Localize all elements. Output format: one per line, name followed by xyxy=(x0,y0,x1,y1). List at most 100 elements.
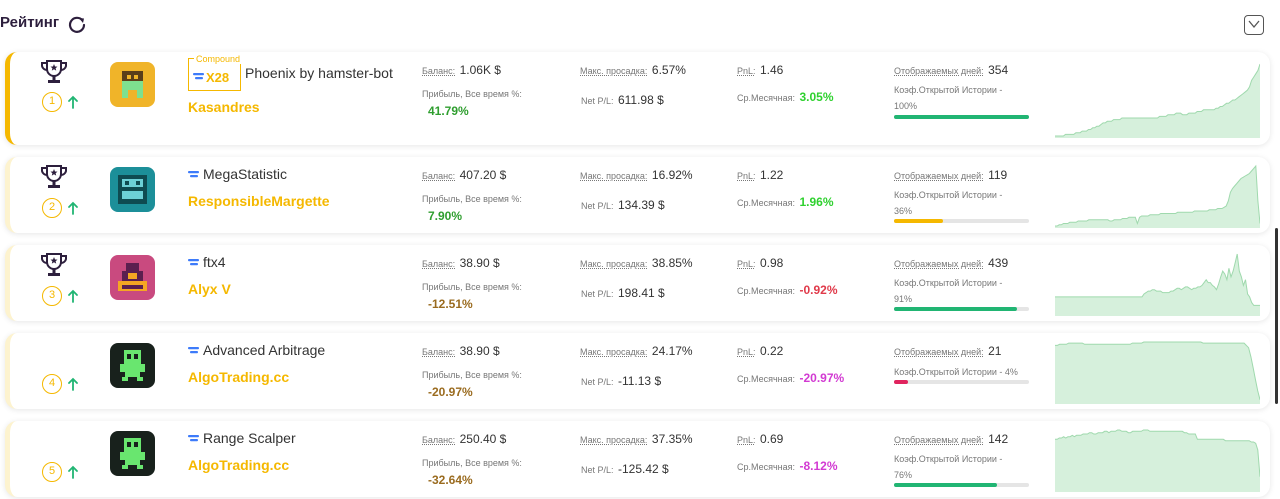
pnl-label: PnL: xyxy=(737,66,756,76)
max-drawdown-label: Макс. просадка: xyxy=(580,259,648,269)
history-progress-fill xyxy=(894,483,997,487)
rating-card[interactable]: 3 ftx4 Alyx V Баланс: 38.90 $ Прибыль, Все в… xyxy=(5,245,1270,321)
avatar[interactable] xyxy=(110,343,155,388)
history-coef-label: Коэф.Открытой Истории - xyxy=(894,454,1003,464)
net-pl-value: -11.13 $ xyxy=(617,374,662,388)
rating-card[interactable]: 5 Range Scalper AlgoTrading.cc Баланс: 250.… xyxy=(5,421,1270,497)
days-label: Отображаемых дней: xyxy=(894,435,984,445)
rating-card[interactable]: 1 Compound X28 Phoenix by hamster-bot Kas… xyxy=(5,52,1270,145)
profit-value: -20.97% xyxy=(428,385,473,399)
max-drawdown-label: Макс. просадка: xyxy=(580,171,648,181)
avatar[interactable] xyxy=(110,431,155,476)
rating-card[interactable]: 2 MegaStatistic ResponsibleMargette Баланс:… xyxy=(5,157,1270,233)
avatar[interactable] xyxy=(110,167,155,212)
net-pl-label: Net P/L: xyxy=(581,377,614,387)
monthly-value: -0.92% xyxy=(799,283,838,297)
max-drawdown-value: 38.85% xyxy=(651,256,693,270)
profit-value: 41.79% xyxy=(428,104,469,118)
net-pl-value: -125.42 $ xyxy=(617,462,669,476)
scrollbar[interactable] xyxy=(1275,228,1278,404)
rank-badge: 3 xyxy=(42,286,62,306)
profit-label: Прибыль, Все время %: xyxy=(422,370,522,380)
monthly-label: Ср.Месячная: xyxy=(737,286,796,296)
monthly-label: Ср.Месячная: xyxy=(737,374,796,384)
refresh-icon[interactable] xyxy=(67,15,87,35)
collapse-dropdown-button[interactable] xyxy=(1244,15,1264,35)
bot-name[interactable]: Range Scalper xyxy=(203,430,296,446)
net-pl-label: Net P/L: xyxy=(581,96,614,106)
trophy-icon xyxy=(40,252,68,278)
rank-badge: 1 xyxy=(42,92,62,112)
pnl-value: 0.22 xyxy=(759,344,784,358)
compound-badge: Compound X28 xyxy=(188,54,243,91)
max-drawdown-label: Макс. просадка: xyxy=(580,347,648,357)
owner-name[interactable]: ResponsibleMargette xyxy=(188,193,330,209)
max-drawdown-label: Макс. просадка: xyxy=(580,435,648,445)
balance-value: 38.90 $ xyxy=(459,256,500,270)
history-coef-label: Коэф.Открытой Истории - xyxy=(894,190,1003,200)
profit-label: Прибыль, Все время %: xyxy=(422,89,522,99)
balance-label: Баланс: xyxy=(422,171,456,181)
profit-value: 7.90% xyxy=(428,209,463,223)
avatar[interactable] xyxy=(110,62,155,107)
monthly-label: Ср.Месячная: xyxy=(737,198,796,208)
monthly-label: Ср.Месячная: xyxy=(737,462,796,472)
avatar[interactable] xyxy=(110,255,155,300)
balance-value: 407.20 $ xyxy=(459,168,507,182)
equity-sparkline xyxy=(1055,341,1260,404)
equity-sparkline xyxy=(1055,164,1260,228)
pnl-label: PnL: xyxy=(737,259,756,269)
net-pl-label: Net P/L: xyxy=(581,289,614,299)
days-value: 439 xyxy=(988,256,1009,270)
bot-name[interactable]: Phoenix by hamster-bot xyxy=(245,65,393,81)
pnl-value: 0.69 xyxy=(759,432,784,446)
equity-sparkline xyxy=(1055,253,1260,316)
history-coef-value: 36% xyxy=(894,206,913,216)
trophy-icon xyxy=(40,59,68,85)
days-value: 142 xyxy=(988,432,1009,446)
history-progress-bar xyxy=(894,380,1029,384)
equity-sparkline xyxy=(1055,429,1260,492)
history-progress-fill xyxy=(894,115,1029,119)
history-coef-value: 76% xyxy=(894,470,913,480)
owner-name[interactable]: AlgoTrading.cc xyxy=(188,457,290,473)
chevron-down-icon xyxy=(1248,20,1260,29)
balance-value: 250.40 $ xyxy=(459,432,507,446)
exchange-icon xyxy=(188,166,203,182)
net-pl-label: Net P/L: xyxy=(581,201,614,211)
history-coef-value: 100% xyxy=(894,101,918,111)
owner-name[interactable]: Alyx V xyxy=(188,281,231,297)
pnl-label: PnL: xyxy=(737,435,756,445)
balance-label: Баланс: xyxy=(422,435,456,445)
exchange-icon xyxy=(193,70,206,85)
pnl-label: PnL: xyxy=(737,171,756,181)
bot-name[interactable]: MegaStatistic xyxy=(203,166,288,182)
days-value: 119 xyxy=(988,168,1008,182)
pnl-label: PnL: xyxy=(737,347,756,357)
net-pl-value: 611.98 $ xyxy=(617,93,664,107)
rank-up-arrow-icon xyxy=(67,377,79,391)
monthly-value: 1.96% xyxy=(799,195,834,209)
owner-name[interactable]: Kasandres xyxy=(188,99,260,115)
net-pl-value: 134.39 $ xyxy=(617,198,665,212)
profit-label: Прибыль, Все время %: xyxy=(422,458,522,468)
owner-name[interactable]: AlgoTrading.cc xyxy=(188,369,290,385)
history-coef-label: Коэф.Открытой Истории - xyxy=(894,85,1003,95)
history-progress-bar xyxy=(894,483,1029,487)
bot-name[interactable]: ftx4 xyxy=(203,254,226,270)
history-progress-fill xyxy=(894,380,908,384)
days-value: 354 xyxy=(988,63,1009,77)
profit-label: Прибыль, Все время %: xyxy=(422,282,522,292)
monthly-value: -8.12% xyxy=(799,459,838,473)
compound-multiplier: X28 xyxy=(206,70,230,85)
rating-card[interactable]: 4 Advanced Arbitrage AlgoTrading.cc Баланс:… xyxy=(5,333,1270,409)
trophy-icon xyxy=(40,164,68,190)
balance-value: 38.90 $ xyxy=(459,344,500,358)
max-drawdown-label: Макс. просадка: xyxy=(580,66,648,76)
rank-up-arrow-icon xyxy=(67,95,79,109)
bot-name[interactable]: Advanced Arbitrage xyxy=(203,342,326,358)
rank-up-arrow-icon xyxy=(67,289,79,303)
history-coef-label: Коэф.Открытой Истории - 4% xyxy=(894,367,1018,377)
exchange-icon xyxy=(188,342,203,358)
page-header: Рейтинг xyxy=(0,0,1280,48)
